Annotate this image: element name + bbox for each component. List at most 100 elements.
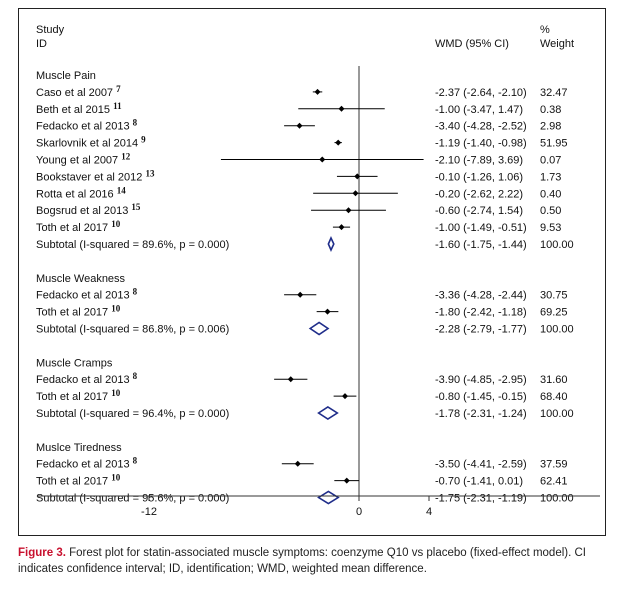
- ci-text: -2.10 (-7.89, 3.69): [435, 155, 523, 167]
- study-label: Fedacko et al 2013 8: [36, 371, 138, 386]
- figure-label: Figure 3.: [18, 547, 66, 559]
- study-reference: 14: [117, 185, 127, 195]
- ci-text: -1.75 (-2.31, -1.19): [435, 493, 527, 505]
- point-estimate: [294, 460, 301, 467]
- figure-caption: Figure 3. Forest plot for statin-associa…: [18, 545, 610, 577]
- weight-value: 0.38: [540, 104, 561, 116]
- forest-plot-frame: [18, 8, 606, 536]
- weight-value: 9.53: [540, 222, 561, 234]
- ci-text: -2.37 (-2.64, -2.10): [435, 87, 527, 99]
- weight-value: 0.50: [540, 205, 561, 217]
- ci-text: -3.36 (-4.28, -2.44): [435, 290, 527, 302]
- subtotal-diamond: [317, 406, 339, 420]
- ci-text: -0.20 (-2.62, 2.22): [435, 188, 523, 200]
- study-reference: 10: [111, 388, 121, 398]
- weight-value: 0.40: [540, 188, 561, 200]
- ci-text: -1.78 (-2.31, -1.24): [435, 408, 527, 420]
- study-label: Beth et al 2015 11: [36, 101, 122, 116]
- subtotal-label: Subtotal (I-squared = 89.6%, p = 0.000): [36, 239, 229, 251]
- study-label: Bookstaver et al 2012 13: [36, 168, 155, 183]
- study-reference: 8: [133, 118, 138, 128]
- group-label: Muscle Cramps: [36, 357, 113, 369]
- x-tick-label: -12: [141, 506, 157, 518]
- study-reference: 8: [133, 371, 138, 381]
- subtotal-label: Subtotal (I-squared = 96.4%, p = 0.000): [36, 408, 229, 420]
- point-estimate: [345, 207, 352, 214]
- weight-value: 31.60: [540, 374, 568, 386]
- study-reference: 8: [133, 287, 138, 297]
- study-reference: 15: [131, 202, 141, 212]
- point-estimate: [342, 393, 348, 400]
- ci-text: -3.50 (-4.41, -2.59): [435, 459, 527, 471]
- weight-value: 69.25: [540, 307, 568, 319]
- forest-plot: Study ID WMD (95% CI)% Weight Muscle Pain Cas…: [36, 24, 600, 518]
- study-label: Fedacko et al 2013 8: [36, 456, 138, 471]
- weight-value: 100.00: [540, 408, 574, 420]
- study-reference: 11: [113, 101, 122, 111]
- point-estimate: [296, 122, 303, 129]
- weight-value: 30.75: [540, 290, 568, 302]
- ci-text: -0.80 (-1.45, -0.15): [435, 391, 527, 403]
- point-estimate: [314, 88, 321, 95]
- ci-text: -0.60 (-2.74, 1.54): [435, 205, 523, 217]
- point-estimate: [338, 105, 345, 112]
- study-reference: 12: [121, 152, 131, 162]
- point-estimate: [354, 173, 361, 180]
- x-tick-label: 4: [426, 506, 432, 518]
- study-label: Fedacko et al 2013 8: [36, 287, 138, 302]
- weight-value: 100.00: [540, 239, 574, 251]
- weight-value: 37.59: [540, 459, 568, 471]
- weight-value: 100.00: [540, 324, 574, 336]
- point-estimate: [324, 308, 331, 315]
- study-reference: 7: [116, 84, 121, 94]
- point-estimate: [352, 190, 359, 197]
- weight-value: 100.00: [540, 493, 574, 505]
- weight-value: 32.47: [540, 87, 568, 99]
- study-label: Rotta et al 2016 14: [36, 185, 126, 200]
- study-label: Toth et al 2017 10: [36, 388, 121, 403]
- subtotal-diamond: [308, 321, 330, 336]
- study-label: Toth et al 2017 10: [36, 473, 121, 488]
- group-label: Muscle Pain: [36, 70, 96, 82]
- point-estimate: [338, 224, 345, 231]
- point-estimate: [335, 139, 342, 146]
- subtotal-label: Subtotal (I-squared = 86.8%, p = 0.006): [36, 324, 229, 336]
- header-study: Study: [36, 24, 65, 36]
- subtotal-label: Subtotal (I-squared = 95.6%, p = 0.000): [36, 493, 229, 505]
- study-reference: 10: [111, 304, 121, 314]
- study-label: Toth et al 2017 10: [36, 219, 121, 234]
- ci-text: -1.80 (-2.42, -1.18): [435, 307, 527, 319]
- study-label: Fedacko et al 2013 8: [36, 118, 138, 133]
- x-tick-label: 0: [356, 506, 362, 518]
- study-label: Bogsrud et al 2013 15: [36, 202, 141, 217]
- study-reference: 13: [145, 168, 155, 178]
- group-label: Muslce Tiredness: [36, 442, 122, 454]
- ci-text: -3.90 (-4.85, -2.95): [435, 374, 527, 386]
- ci-text: -0.70 (-1.41, 0.01): [435, 476, 523, 488]
- ci-text: -1.00 (-3.47, 1.47): [435, 104, 523, 116]
- point-estimate: [297, 291, 304, 298]
- ci-text: -1.00 (-1.49, -0.51): [435, 222, 527, 234]
- header-weight: Weight: [540, 38, 574, 50]
- point-estimate: [287, 376, 294, 383]
- weight-value: 1.73: [540, 171, 561, 183]
- ci-text: -1.60 (-1.75, -1.44): [435, 239, 527, 251]
- figure-caption-text: Forest plot for statin-associated muscle…: [18, 547, 586, 575]
- subtotal-diamond: [327, 236, 335, 252]
- study-reference: 9: [141, 135, 146, 145]
- study-label: Toth et al 2017 10: [36, 304, 121, 319]
- ci-text: -3.40 (-4.28, -2.52): [435, 121, 527, 133]
- point-estimate: [319, 156, 326, 163]
- header-percent: %: [540, 24, 550, 36]
- header-id: ID: [36, 38, 47, 50]
- weight-value: 51.95: [540, 138, 568, 150]
- weight-value: 68.40: [540, 391, 568, 403]
- weight-value: 62.41: [540, 476, 568, 488]
- study-label: Young et al 2007 12: [36, 152, 131, 167]
- ci-text: -0.10 (-1.26, 1.06): [435, 171, 523, 183]
- study-label: Skarlovnik et al 2014 9: [36, 135, 146, 150]
- point-estimate: [343, 477, 350, 484]
- weight-value: 2.98: [540, 121, 561, 133]
- header-effect-label: WMD (95% CI): [435, 38, 509, 50]
- study-reference: 8: [133, 456, 138, 466]
